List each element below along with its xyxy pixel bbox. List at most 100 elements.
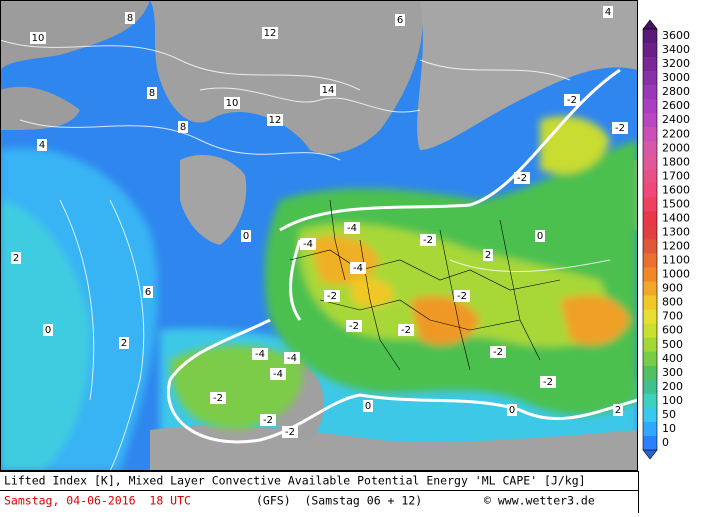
map-label: -2 [327, 291, 337, 302]
colorbar-label: 300 [662, 366, 683, 379]
colorbar-label: 2400 [662, 113, 690, 126]
colorbar-swatch [643, 393, 657, 409]
map-label: -2 [457, 291, 467, 302]
colorbar-label: 2600 [662, 99, 690, 112]
map-label: -2 [349, 321, 359, 332]
map-label-box [395, 14, 405, 26]
map-label: -4 [347, 223, 357, 234]
colorbar-swatch [643, 281, 657, 296]
map-label-box [241, 230, 251, 242]
colorbar-swatch [643, 253, 657, 268]
colorbar-label: 10 [662, 422, 676, 435]
map-label-box [267, 114, 283, 126]
map-label: 4 [605, 7, 611, 18]
map-label-box [507, 404, 517, 416]
colorbar-label: 500 [662, 338, 683, 351]
colorbar-label: 1700 [662, 169, 690, 182]
colorbar-swatch [643, 197, 657, 212]
colorbar-label: 3600 [662, 29, 690, 42]
map-label-box [262, 27, 278, 39]
footer-description: Lifted Index [K], Mixed Layer Convective… [4, 474, 586, 488]
map-label-box [37, 139, 47, 151]
map-label: 2 [615, 405, 621, 416]
map-label: 2 [13, 253, 19, 264]
map-label: 10 [32, 33, 45, 44]
map-label-box [143, 286, 153, 298]
map-label: -2 [263, 415, 273, 426]
map-label: 0 [537, 231, 543, 242]
colorbar-swatch [643, 113, 657, 128]
colorbar-label: 400 [662, 352, 683, 365]
colorbar-frame [642, 28, 658, 451]
colorbar-swatch [643, 421, 657, 437]
map-label-box [43, 324, 53, 336]
map-label-box [11, 252, 21, 264]
colorbar-label: 2200 [662, 127, 690, 140]
colorbar-swatch [643, 365, 657, 381]
colorbar-label: 2800 [662, 85, 690, 98]
colorbar-label: 1300 [662, 225, 690, 238]
colorbar: 3600340032003000280026002400220020001800… [642, 19, 690, 460]
colorbar-swatch [643, 43, 657, 58]
colorbar-swatch [643, 407, 657, 423]
map-label: -2 [493, 347, 503, 358]
map-label-box [613, 404, 623, 416]
map-label-box [514, 172, 530, 184]
map-label-box [320, 84, 336, 96]
map-label: 2 [485, 250, 491, 261]
colorbar-swatch [643, 337, 657, 353]
colorbar-swatch [643, 57, 657, 72]
map-label: 6 [145, 287, 151, 298]
map-label-box [398, 324, 414, 336]
colorbar-swatch [643, 295, 657, 310]
map-label: 8 [180, 122, 186, 133]
map-label-box [119, 337, 129, 349]
map-label: 6 [397, 15, 403, 26]
colorbar-swatch [643, 71, 657, 86]
map-label: -2 [615, 123, 625, 134]
colorbar-swatch [643, 435, 657, 451]
map-label-box [147, 87, 157, 99]
colorbar-label: 1800 [662, 155, 690, 168]
map-label-box [344, 222, 360, 234]
colorbar-label: 600 [662, 324, 683, 337]
map-label: 0 [45, 325, 51, 336]
colorbar-swatch [643, 155, 657, 170]
footer-model: (GFS) (Samstag 06 + 12) [256, 494, 422, 508]
map-label: -2 [285, 427, 295, 438]
map-label-box [420, 234, 436, 246]
colorbar-label: 3200 [662, 57, 690, 70]
colorbar-swatch [643, 239, 657, 254]
colorbar-label: 1000 [662, 268, 690, 281]
colorbar-swatch [643, 379, 657, 395]
map-label: 10 [226, 98, 239, 109]
colorbar-label: 3400 [662, 43, 690, 56]
colorbar-swatch [643, 211, 657, 226]
map-label: 0 [365, 401, 371, 412]
map-label: 12 [269, 115, 282, 126]
map-label: 2 [121, 338, 127, 349]
footer-credit: © www.wetter3.de [484, 494, 595, 508]
colorbar-label: 900 [662, 282, 683, 295]
colorbar-label: 1500 [662, 197, 690, 210]
map: 10 8 12 10 8 4 2 0 6 2 8 12 14 -2 -2 -2 -4 -4 -4 -2 -2 -2 -2 -2… [0, 0, 638, 471]
colorbar-label: 800 [662, 296, 683, 309]
map-label: -2 [401, 325, 411, 336]
colorbar-label: 700 [662, 310, 683, 323]
map-label-box [178, 121, 188, 133]
contours [0, 39, 611, 471]
map-label-box [350, 262, 366, 274]
colorbar-swatch [643, 183, 657, 198]
colorbar-label: 50 [662, 408, 676, 421]
footer-date: Samstag, 04-06-2016 18 UTC [4, 494, 191, 508]
colorbar-label: 0 [662, 436, 669, 449]
colorbar-swatch [643, 323, 657, 339]
map-label: 8 [127, 13, 133, 24]
colorbar-swatch [643, 85, 657, 100]
map-label: 0 [509, 405, 515, 416]
map-label: -2 [423, 235, 433, 246]
map-label-box [125, 12, 135, 24]
map-label-box [300, 238, 316, 250]
map-label: -2 [517, 173, 527, 184]
